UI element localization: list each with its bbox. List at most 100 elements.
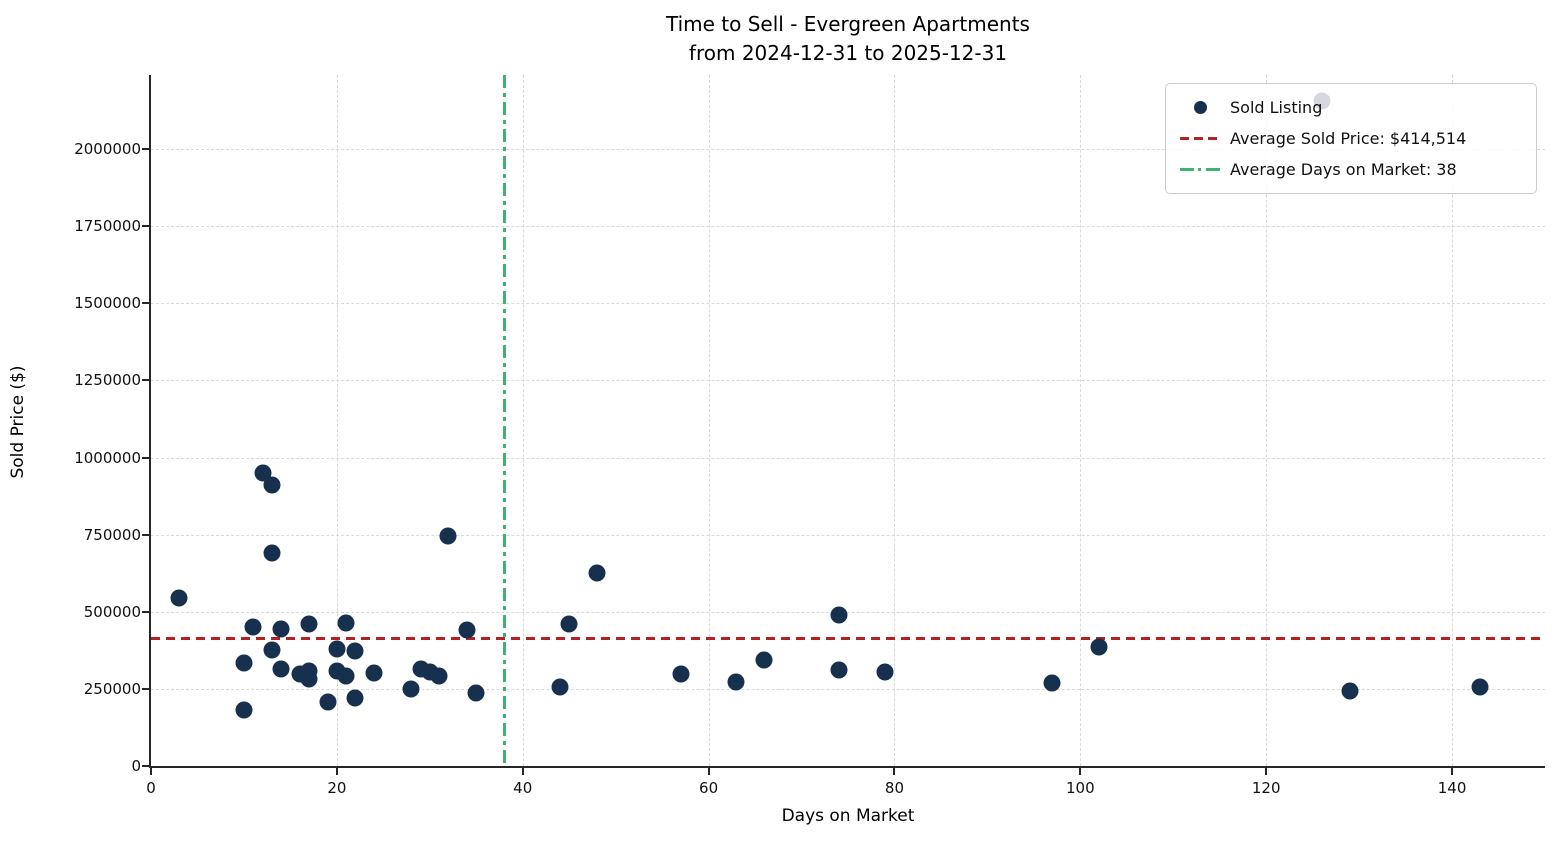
y-tick-mark	[142, 533, 149, 536]
scatter-point	[830, 606, 848, 624]
scatter-point	[560, 615, 578, 633]
y-tick-label: 250000	[83, 679, 141, 698]
x-tick-mark	[521, 768, 524, 775]
scatter-point	[235, 654, 253, 672]
gridline-horizontal	[151, 611, 1545, 613]
y-axis-label: Sold Price ($)	[8, 365, 28, 479]
chart-title-block: Time to Sell - Evergreen Apartments from…	[151, 10, 1545, 68]
y-tick-label: 0	[131, 757, 141, 775]
x-tick-label: 60	[699, 779, 719, 797]
gridline-vertical	[708, 75, 710, 766]
scatter-point	[727, 673, 745, 691]
x-tick-label: 20	[327, 779, 347, 797]
avg-days-on-market-line	[502, 75, 506, 766]
plot-area: Sold Listing Average Sold Price: $414,51…	[74, 75, 1545, 797]
scatter-point	[365, 664, 383, 682]
gridline-vertical	[336, 75, 338, 766]
y-axis-spine	[149, 75, 151, 768]
scatter-point	[337, 667, 355, 685]
legend-label: Average Sold Price: $414,514	[1230, 129, 1467, 148]
x-tick-label: 140	[1437, 779, 1467, 797]
scatter-point	[263, 476, 281, 494]
scatter-point	[672, 665, 690, 683]
gridline-horizontal	[151, 149, 1545, 151]
scatter-point	[337, 614, 355, 632]
scatter-point	[170, 589, 188, 607]
scatter-point	[272, 660, 290, 678]
scatter-point	[876, 663, 894, 681]
scatter-point	[272, 620, 290, 638]
gridline-horizontal	[151, 534, 1545, 536]
scatter-point	[439, 527, 457, 545]
chart-subtitle: from 2024-12-31 to 2025-12-31	[688, 41, 1008, 65]
legend-dashed-line-sample	[1178, 137, 1222, 140]
legend-marker-sample	[1178, 101, 1222, 114]
x-tick-mark	[1451, 768, 1454, 775]
y-tick-label: 750000	[83, 525, 141, 544]
x-tick-label: 80	[884, 779, 904, 797]
x-axis-spine	[149, 766, 1545, 768]
y-tick-label: 2000000	[74, 140, 141, 159]
scatter-point	[263, 641, 281, 659]
gridline-vertical	[1452, 75, 1454, 766]
gridline-horizontal	[151, 380, 1545, 382]
y-tick-mark	[142, 765, 149, 767]
scatter-point	[755, 651, 773, 669]
avg-sold-price-line	[151, 636, 1545, 640]
y-tick-mark	[142, 302, 149, 305]
scatter-point	[263, 544, 281, 562]
scatter-point	[300, 670, 318, 688]
x-tick-mark	[335, 768, 338, 775]
x-tick-mark	[707, 768, 710, 775]
y-tick-mark	[142, 610, 149, 613]
legend: Sold Listing Average Sold Price: $414,51…	[1165, 83, 1537, 194]
scatter-point	[328, 640, 346, 658]
x-tick-mark	[1079, 768, 1082, 775]
scatter-point	[346, 689, 364, 707]
scatter-point	[551, 678, 569, 696]
y-tick-mark	[142, 687, 149, 690]
scatter-point	[1471, 678, 1489, 696]
chart-title: Time to Sell - Evergreen Apartments	[666, 12, 1030, 36]
x-tick-label: 40	[513, 779, 533, 797]
scatter-point	[1090, 638, 1108, 656]
scatter-point	[300, 615, 318, 633]
x-tick-label: 0	[146, 779, 156, 797]
gridline-vertical	[522, 75, 524, 766]
scatter-point	[430, 667, 448, 685]
dashed-line-icon	[1180, 137, 1220, 140]
scatter-point	[1341, 682, 1359, 700]
scatter-point	[346, 642, 364, 660]
scatter-point	[402, 680, 420, 698]
y-tick-label: 1250000	[74, 371, 141, 390]
x-tick-label: 100	[1066, 779, 1095, 797]
scatter-point	[830, 661, 848, 679]
y-tick-label: 500000	[83, 602, 141, 621]
y-tick-label: 1000000	[74, 448, 141, 467]
scatter-point	[235, 701, 253, 719]
gridline-horizontal	[151, 226, 1545, 228]
x-tick-mark	[150, 768, 152, 775]
scatter-point	[458, 621, 476, 639]
legend-item-sold-listing: Sold Listing	[1178, 92, 1524, 123]
legend-item-avg-days: Average Days on Market: 38	[1178, 154, 1524, 185]
gridline-vertical	[1080, 75, 1082, 766]
y-tick-mark	[142, 225, 149, 228]
y-tick-label: 1500000	[74, 294, 141, 313]
scatter-point	[467, 684, 485, 702]
legend-label: Average Days on Market: 38	[1230, 160, 1457, 179]
y-tick-label: 1750000	[74, 217, 141, 236]
y-tick-mark	[142, 148, 149, 151]
scatter-point	[588, 564, 606, 582]
gridline-vertical	[1266, 75, 1268, 766]
legend-dashdot-line-sample	[1178, 168, 1222, 171]
y-tick-mark	[142, 456, 149, 459]
dashdot-line-icon	[1180, 168, 1220, 171]
x-tick-label: 120	[1251, 779, 1281, 797]
legend-label: Sold Listing	[1230, 98, 1323, 117]
gridline-vertical	[894, 75, 896, 766]
x-tick-mark	[1265, 768, 1268, 775]
y-tick-mark	[142, 379, 149, 382]
scatter-point	[1043, 674, 1061, 692]
